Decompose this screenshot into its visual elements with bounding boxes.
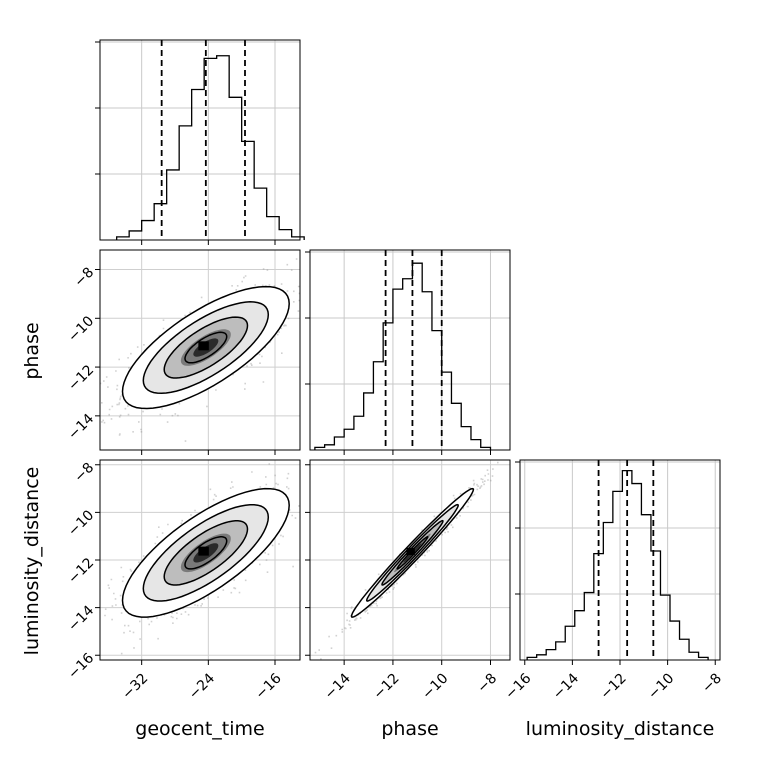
xlabel-luminosity-distance: luminosity_distance	[526, 718, 715, 740]
contour-line	[121, 487, 290, 618]
contour-line	[184, 331, 228, 364]
axes-frame	[309, 249, 511, 451]
contour-line	[163, 316, 249, 379]
density-peak	[406, 547, 415, 556]
xlabel-phase: phase	[381, 718, 438, 740]
histogram-step	[116, 55, 305, 240]
contour-line	[121, 285, 290, 410]
contour-line	[163, 520, 249, 586]
density-peak	[198, 546, 209, 556]
ylabel-luminosity-distance: luminosity_distance	[21, 467, 43, 656]
histogram-phase	[305, 249, 511, 455]
contour-line	[184, 536, 228, 570]
axes-frame	[99, 249, 301, 451]
ylabel-phase: phase	[21, 322, 43, 379]
contour-line	[365, 503, 459, 602]
contour-line	[350, 487, 475, 618]
panel-contents	[100, 250, 300, 450]
contour-line	[396, 536, 429, 570]
histogram-luminosity-distance	[515, 459, 721, 665]
histogram-step	[314, 262, 492, 450]
scatter-geocent-time-phase	[95, 249, 301, 455]
histogram-step	[526, 469, 709, 660]
contour-line	[142, 503, 270, 602]
contour-line	[381, 519, 444, 586]
xlabel-geocent-time: geocent_time	[135, 718, 264, 740]
contour-line	[142, 301, 270, 395]
panel-contents	[310, 460, 510, 660]
scatter-geocent-time-luminosity-distance	[95, 459, 301, 665]
panel-contents	[100, 460, 300, 660]
density-peak	[198, 341, 209, 351]
scatter-phase-luminosity-distance	[305, 459, 511, 665]
histogram-geocent-time	[95, 39, 305, 245]
axes-frame	[99, 39, 301, 241]
